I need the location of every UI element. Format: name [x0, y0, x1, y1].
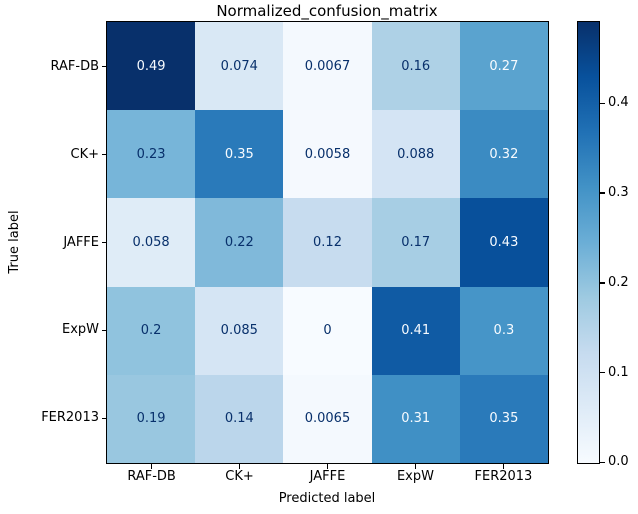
heatmap-cell: 0.17 — [371, 198, 460, 287]
heatmap-cell: 0.2 — [107, 286, 196, 375]
y-tick-label: CK+ — [70, 146, 100, 162]
heatmap-cell: 0.12 — [283, 198, 372, 287]
heatmap-cell: 0.43 — [459, 198, 548, 287]
chart-title: Normalized_confusion_matrix — [216, 2, 438, 20]
heatmap-cell: 0.074 — [195, 22, 284, 111]
heatmap-cell: 0.23 — [107, 110, 196, 199]
heatmap-cell: 0.49 — [107, 22, 196, 111]
heatmap-cell: 0.16 — [371, 22, 460, 111]
colorbar-tick-mark — [600, 282, 605, 284]
heatmap-cell: 0.0067 — [283, 22, 372, 111]
y-tick-label: JAFFE — [63, 234, 99, 250]
x-tick-mark — [238, 464, 241, 469]
colorbar-tick-label: 0.2 — [608, 274, 629, 290]
heatmap-cell: 0.19 — [107, 374, 196, 463]
heatmap-cell: 0.35 — [459, 374, 548, 463]
heatmap-cell: 0.0065 — [283, 374, 372, 463]
x-tick-label: RAF-DB — [127, 469, 176, 485]
heatmap-cell: 0 — [283, 286, 372, 375]
heatmap-cell: 0.088 — [371, 110, 460, 199]
colorbar-tick-label: 0.3 — [608, 185, 629, 201]
x-tick-mark — [502, 464, 505, 469]
colorbar-tick-label: 0.1 — [608, 364, 629, 380]
y-tick-mark — [101, 153, 106, 156]
y-tick-mark — [101, 417, 106, 420]
heatmap-cell: 0.3 — [459, 286, 548, 375]
colorbar-tick-mark — [600, 192, 605, 194]
x-axis-label: Predicted label — [278, 491, 376, 506]
y-tick-mark — [101, 241, 106, 244]
colorbar-tick-mark — [600, 461, 605, 464]
colorbar-tick-label: 0.0 — [608, 454, 629, 470]
heatmap-cell: 0.35 — [195, 110, 284, 199]
heatmap-cell: 0.085 — [195, 286, 284, 375]
heatmap-cell: 0.31 — [371, 374, 460, 463]
y-tick-mark — [101, 65, 106, 68]
heatmap-cell: 0.14 — [195, 374, 284, 463]
colorbar-tick-mark — [600, 102, 605, 105]
heatmap-cell: 0.22 — [195, 198, 284, 287]
colorbar-tick-mark — [600, 371, 605, 374]
y-tick-label: FER2013 — [41, 410, 99, 426]
colorbar-tick-label: 0.4 — [608, 95, 629, 111]
x-tick-mark — [150, 464, 153, 469]
y-tick-label: ExpW — [61, 322, 99, 338]
x-tick-label: JAFFE — [309, 469, 346, 485]
x-tick-label: FER2013 — [474, 469, 533, 485]
y-tick-mark — [101, 329, 106, 332]
heatmap-grid: 0.49 0.074 0.0067 0.16 0.27 0.23 0.35 0.0058 0.0… — [106, 21, 549, 464]
heatmap-cell: 0.27 — [459, 22, 548, 111]
heatmap-cell: 0.32 — [459, 110, 548, 199]
x-tick-mark — [414, 464, 417, 469]
heatmap-cell: 0.058 — [107, 198, 196, 287]
heatmap-cell: 0.0058 — [283, 110, 372, 199]
colorbar — [577, 21, 600, 464]
x-tick-mark — [326, 464, 329, 469]
x-tick-label: ExpW — [396, 469, 434, 485]
heatmap-cell: 0.41 — [371, 286, 460, 375]
x-tick-label: CK+ — [225, 469, 254, 485]
colorbar-gradient — [578, 22, 599, 463]
y-tick-label: RAF-DB — [50, 58, 100, 74]
